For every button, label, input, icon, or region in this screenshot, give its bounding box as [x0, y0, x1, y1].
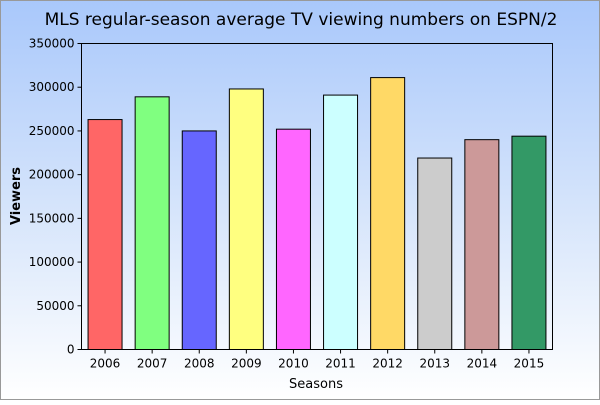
bar-2006	[87, 119, 123, 351]
x-tick-label: 2007	[137, 357, 168, 371]
y-tick-label: 300000	[29, 80, 75, 94]
y-tick-label: 350000	[29, 37, 75, 51]
bar-2011	[323, 94, 359, 350]
y-tick-label: 0	[67, 343, 75, 357]
y-tick-label: 250000	[29, 124, 75, 138]
x-tick-label: 2011	[325, 357, 356, 371]
x-tick-label: 2010	[278, 357, 309, 371]
y-tick-label: 50000	[36, 299, 74, 313]
bar-2008	[181, 130, 217, 350]
bar-2015	[511, 135, 547, 350]
y-tick-label: 200000	[29, 168, 75, 182]
bar-2014	[464, 139, 500, 350]
x-tick-label: 2008	[184, 357, 215, 371]
plot-area-border	[81, 43, 553, 350]
x-tick-label: 2006	[90, 357, 121, 371]
bar-2010	[275, 128, 311, 350]
bar-2013	[417, 157, 453, 350]
x-tick-label: 2012	[372, 357, 403, 371]
y-tick-label: 100000	[29, 255, 75, 269]
x-tick-label: 2013	[419, 357, 450, 371]
x-tick-label: 2015	[514, 357, 545, 371]
bar-2007	[134, 96, 170, 350]
y-tick-label: 150000	[29, 211, 75, 225]
x-axis-label: Seasons	[289, 377, 343, 392]
chart-title: MLS regular-season average TV viewing nu…	[45, 10, 558, 30]
y-axis-label: Viewers	[9, 167, 24, 225]
x-tick-label: 2009	[231, 357, 262, 371]
bar-2009	[228, 88, 264, 350]
bar-2012	[370, 77, 406, 351]
x-tick-label: 2014	[467, 357, 498, 371]
